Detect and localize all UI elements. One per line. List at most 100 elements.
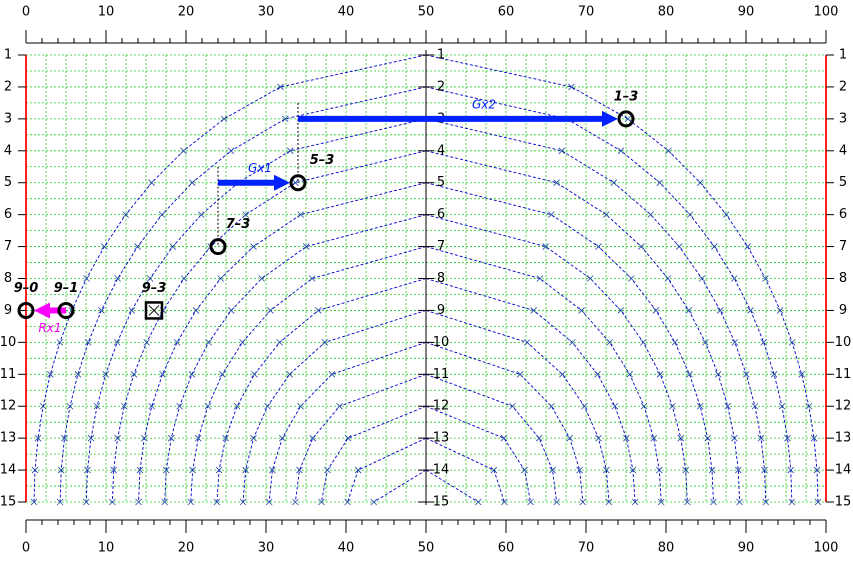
cross-mark bbox=[671, 339, 679, 346]
cross-mark bbox=[686, 371, 693, 378]
cross-mark bbox=[553, 179, 560, 187]
cross-mark bbox=[279, 434, 286, 442]
cross-mark bbox=[536, 275, 544, 282]
cross-mark bbox=[474, 498, 482, 506]
cross-mark bbox=[169, 243, 177, 250]
tick-label: 40 bbox=[338, 5, 355, 20]
tick-label: 30 bbox=[258, 541, 275, 556]
cross-mark bbox=[267, 307, 274, 314]
cross-mark bbox=[578, 307, 585, 314]
cross-mark bbox=[579, 498, 587, 506]
tick-label: 4 bbox=[4, 143, 12, 158]
node-label: 7–3 bbox=[226, 217, 251, 232]
tick-label: 6 bbox=[839, 207, 847, 222]
cross-mark bbox=[297, 211, 304, 218]
cross-mark bbox=[328, 371, 336, 378]
cross-mark bbox=[66, 402, 74, 410]
tick-label: 1 bbox=[839, 48, 847, 63]
cross-mark bbox=[724, 402, 731, 410]
node-label: 9–3 bbox=[142, 281, 167, 296]
cross-mark bbox=[180, 275, 188, 282]
cross-mark bbox=[594, 371, 601, 378]
cross-mark bbox=[265, 498, 273, 506]
cross-mark bbox=[161, 498, 168, 506]
arrow-label: Gx1 bbox=[248, 161, 272, 175]
cross-mark bbox=[146, 275, 154, 282]
cross-mark bbox=[302, 243, 310, 250]
tick-label: 13 bbox=[0, 431, 16, 446]
cross-mark bbox=[603, 466, 610, 474]
cross-mark bbox=[269, 466, 276, 474]
tick-label: 14 bbox=[433, 463, 450, 478]
cross-mark bbox=[743, 371, 750, 378]
cross-mark bbox=[158, 211, 166, 218]
cross-mark bbox=[776, 307, 784, 314]
cross-mark bbox=[47, 371, 54, 378]
cross-mark bbox=[227, 147, 235, 155]
cross-mark bbox=[93, 402, 101, 410]
cross-mark bbox=[198, 211, 205, 218]
cross-mark bbox=[277, 83, 284, 91]
arrow-head bbox=[602, 110, 618, 127]
cross-mark bbox=[784, 434, 791, 442]
cross-mark bbox=[130, 371, 138, 378]
cross-mark bbox=[542, 243, 550, 250]
cross-mark bbox=[204, 402, 212, 410]
tick-label: 1 bbox=[437, 48, 445, 63]
tick-label: 3 bbox=[4, 111, 12, 126]
cross-mark bbox=[98, 307, 105, 314]
cross-mark bbox=[788, 339, 796, 346]
cross-mark bbox=[315, 307, 322, 314]
tick-label: 30 bbox=[258, 5, 275, 20]
tick-label: 70 bbox=[578, 5, 595, 20]
cross-mark bbox=[109, 498, 116, 506]
cross-mark bbox=[595, 243, 602, 250]
cross-mark bbox=[61, 434, 68, 442]
cross-mark bbox=[761, 466, 768, 474]
cross-mark bbox=[180, 147, 187, 155]
cross-mark bbox=[84, 339, 92, 346]
cross-mark bbox=[731, 339, 739, 346]
tick-label: 11 bbox=[433, 367, 450, 382]
tick-label: 10 bbox=[0, 335, 16, 350]
cross-mark bbox=[500, 434, 508, 442]
cross-mark bbox=[698, 275, 706, 282]
trajectory bbox=[294, 373, 427, 503]
tick-label: 3 bbox=[839, 111, 847, 126]
cross-mark bbox=[685, 307, 693, 314]
cross-mark bbox=[113, 339, 121, 346]
trajectory bbox=[425, 150, 741, 503]
cross-mark bbox=[101, 243, 108, 250]
cross-mark bbox=[39, 402, 47, 410]
tick-label: 2 bbox=[839, 79, 847, 94]
cross-mark bbox=[128, 307, 136, 314]
cross-mark bbox=[141, 434, 148, 442]
tick-label: 14 bbox=[835, 463, 852, 478]
node bbox=[144, 301, 164, 320]
trajectory bbox=[111, 150, 427, 503]
cross-mark bbox=[566, 434, 573, 442]
trajectory bbox=[164, 214, 427, 503]
node-label: 1–3 bbox=[614, 89, 639, 104]
node-label: 9–1 bbox=[54, 281, 79, 296]
tick-label: 5 bbox=[839, 175, 847, 190]
cross-mark bbox=[217, 275, 224, 282]
cross-mark bbox=[762, 498, 770, 506]
cross-mark bbox=[656, 371, 664, 378]
cross-mark bbox=[297, 402, 304, 410]
tick-label: 15 bbox=[433, 495, 450, 510]
cross-mark bbox=[731, 434, 738, 442]
tick-label: 7 bbox=[4, 239, 12, 254]
cross-mark bbox=[57, 466, 65, 474]
cross-mark bbox=[292, 179, 299, 187]
cross-mark bbox=[652, 307, 660, 314]
cross-mark bbox=[576, 466, 583, 474]
cross-mark bbox=[702, 339, 709, 346]
cross-mark bbox=[628, 275, 635, 282]
tick-label: 40 bbox=[338, 541, 355, 556]
cross-mark bbox=[250, 434, 257, 442]
tick-label: 8 bbox=[839, 271, 847, 286]
tick-label: 13 bbox=[835, 431, 852, 446]
cross-mark bbox=[173, 339, 181, 346]
